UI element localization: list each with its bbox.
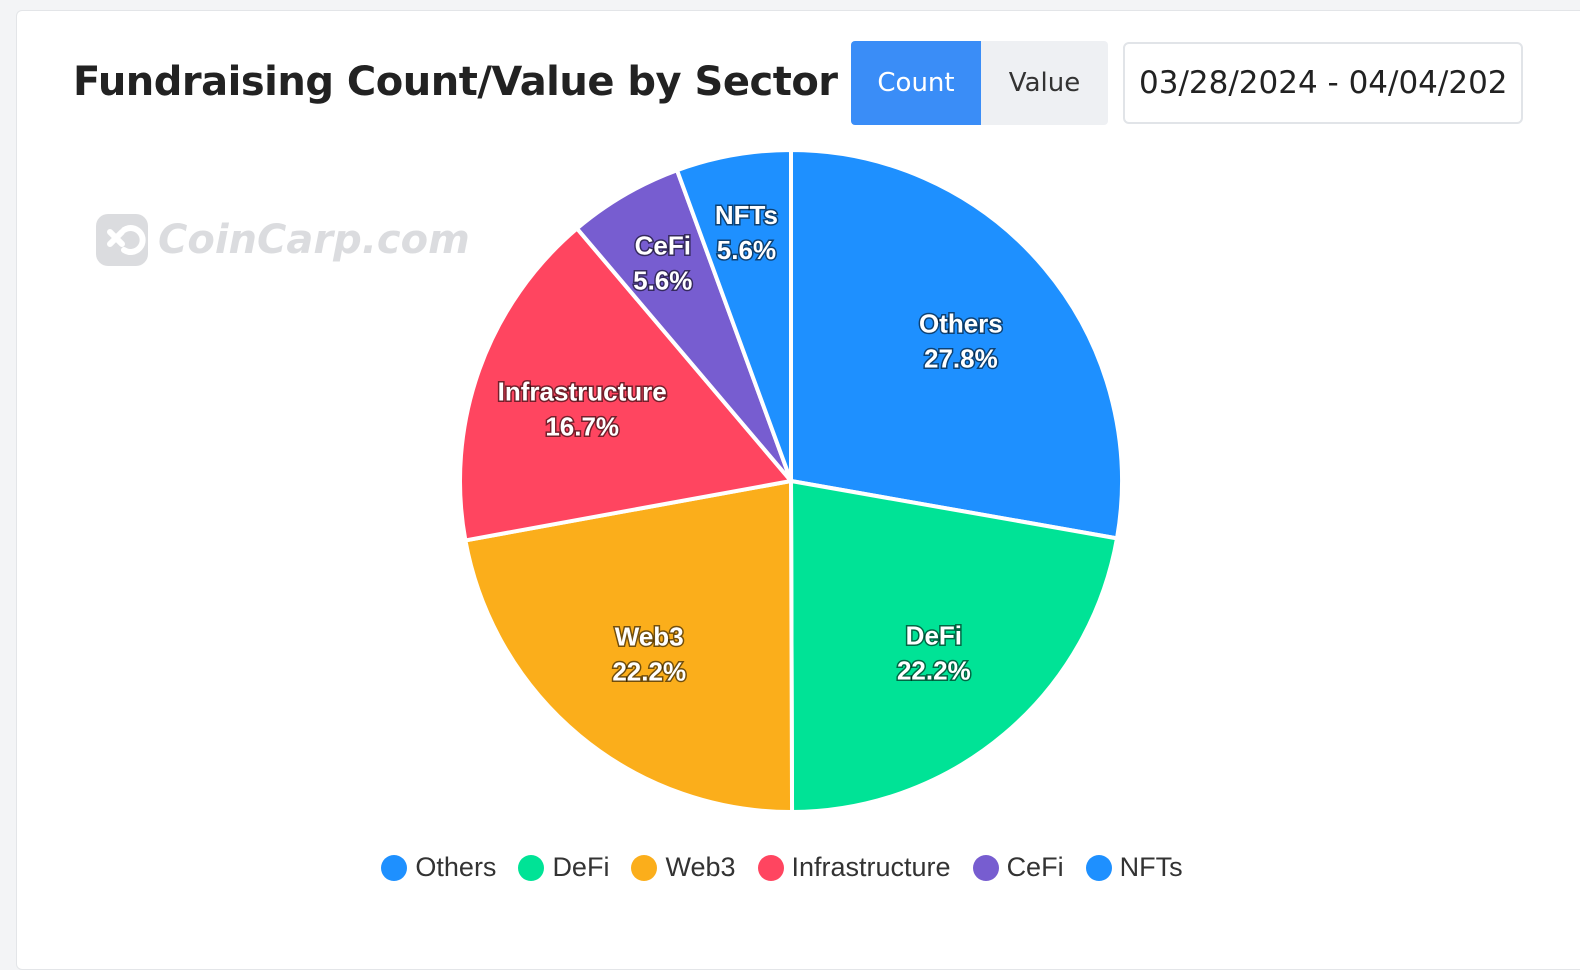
count-button[interactable]: Count [851,41,981,125]
coincarp-logo-icon [96,214,148,266]
slice-percent-label: 27.8% [924,343,998,373]
slice-percent-label: 5.6% [633,266,692,296]
slice-category-label: Others [919,308,1003,338]
legend-label: NFTs [1119,852,1183,882]
legend-item-defi[interactable]: DeFi [518,852,609,883]
legend-marker [1085,854,1112,881]
pie-chart: Others 27.8% DeFi 22.2% Web3 22.2% Infrastruct… [458,148,1124,814]
watermark-text: CoinCarp.com [158,217,470,263]
pie-slice-web3[interactable] [463,479,795,814]
date-range-input[interactable] [1123,42,1523,124]
legend-marker [757,854,784,881]
legend-label: Web3 [665,852,736,882]
legend-label: CeFi [1006,852,1064,882]
slice-label-nfts: NFTs 5.6% [713,199,779,267]
slice-category-label: DeFi [906,621,962,651]
slice-category-label: CeFi [635,231,691,261]
slice-label-infrastructure: Infrastructure 16.7% [496,375,668,443]
count-value-toggle: Count Value [851,41,1108,125]
slice-percent-label: 22.2% [612,657,686,687]
legend-marker [381,854,408,881]
legend-item-nfts[interactable]: NFTs [1085,852,1183,883]
slice-label-cefi: CeFi 5.6% [632,229,694,297]
slice-percent-label: 16.7% [545,411,619,441]
legend-item-others[interactable]: Others [381,852,496,883]
legend-item-cefi[interactable]: CeFi [972,852,1064,883]
slice-category-label: Infrastructure [498,376,667,406]
legend-label: DeFi [552,852,610,882]
slice-percent-label: 5.6% [717,235,776,265]
legend-marker [972,854,999,881]
pie-slice-infrastructure[interactable] [458,226,793,543]
value-button[interactable]: Value [981,41,1108,125]
slice-category-label: Web3 [615,622,684,652]
legend-label: Others [415,852,497,882]
pie-slice-others[interactable] [789,148,1124,541]
watermark: CoinCarp.com [94,212,470,268]
pie-slice-defi[interactable] [789,479,1119,814]
slice-percent-label: 22.2% [897,656,971,686]
slice-category-label: NFTs [715,200,778,230]
legend-item-web3[interactable]: Web3 [631,852,736,883]
pie-slice-nfts[interactable] [675,148,793,483]
slice-label-defi: DeFi 22.2% [895,619,972,687]
slice-label-others: Others 27.8% [917,307,1004,375]
legend-label: Infrastructure [791,852,951,882]
legend-marker [631,854,658,881]
page-title: Fundraising Count/Value by Sector [73,59,838,105]
chart-legend: Others DeFi Web3 Infrastructure CeFi NFTs [0,852,1564,883]
legend-item-infrastructure[interactable]: Infrastructure [757,852,951,883]
legend-marker [518,854,545,881]
slice-label-web3: Web3 22.2% [611,620,688,688]
